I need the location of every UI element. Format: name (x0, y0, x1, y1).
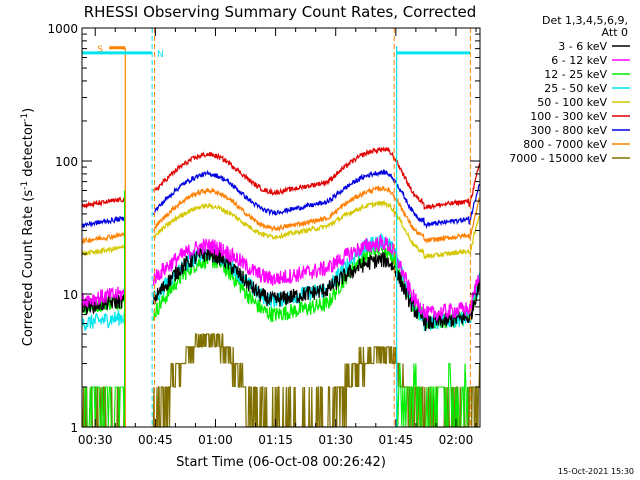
legend-label-12-25-kev: 12 - 25 keV (544, 68, 607, 81)
series-6-12-kev (81, 234, 481, 322)
flag-label-n: N (157, 50, 164, 60)
legend-label-7000-15000-kev: 7000 - 15000 keV (509, 152, 607, 165)
series-300-800-kev (81, 169, 481, 230)
y-axis-label: Corrected Count Rate (s-1 detector-1) (20, 108, 36, 346)
legend-label-3-6-kev: 3 - 6 keV (558, 40, 607, 53)
x-tick-label: 01:15 (258, 433, 293, 447)
x-tick-label: 00:45 (138, 433, 173, 447)
legend-label-6-12-kev: 6 - 12 keV (551, 54, 607, 67)
y-tick-label: 1 (70, 421, 78, 435)
legend-header-line: Det 1,3,4,5,6,9, (542, 14, 628, 27)
x-axis-label: Start Time (06-Oct-08 00:26:42) (176, 455, 386, 470)
y-tick-label: 10 (63, 288, 78, 302)
series-50-100-kev (81, 199, 480, 260)
x-tick-label: 01:00 (198, 433, 233, 447)
x-tick-label: 02:00 (439, 433, 474, 447)
chart-title: RHESSI Observing Summary Count Rates, Co… (84, 3, 477, 21)
plot-area: SN (81, 28, 481, 428)
y-tick-label: 1000 (47, 22, 78, 36)
y-tick-label: 100 (55, 155, 78, 169)
legend-label-300-800-kev: 300 - 800 keV (530, 124, 607, 137)
legend-label-25-50-kev: 25 - 50 keV (544, 82, 607, 95)
legend-header-line: Att 0 (602, 26, 628, 39)
series-800-7000-kev (81, 184, 481, 245)
series-100-300-kev (81, 146, 481, 210)
series-25-50-kev (81, 233, 481, 332)
x-tick-label: 01:30 (318, 433, 353, 447)
plot-frame (81, 27, 481, 428)
legend-label-800-7000-kev: 800 - 7000 keV (523, 138, 607, 151)
x-tick-label: 00:30 (78, 433, 113, 447)
x-tick-label: 01:45 (379, 433, 414, 447)
legend-label-50-100-kev: 50 - 100 keV (537, 96, 607, 109)
footer-date: 15-Oct-2021 15:30 (558, 467, 634, 476)
flag-label-s: S (97, 45, 103, 55)
legend-label-100-300-kev: 100 - 300 keV (530, 110, 607, 123)
axes: 00:30 00:45 01:00 01:15 01:30 01:45 02:00 1 10 10… (47, 22, 480, 447)
